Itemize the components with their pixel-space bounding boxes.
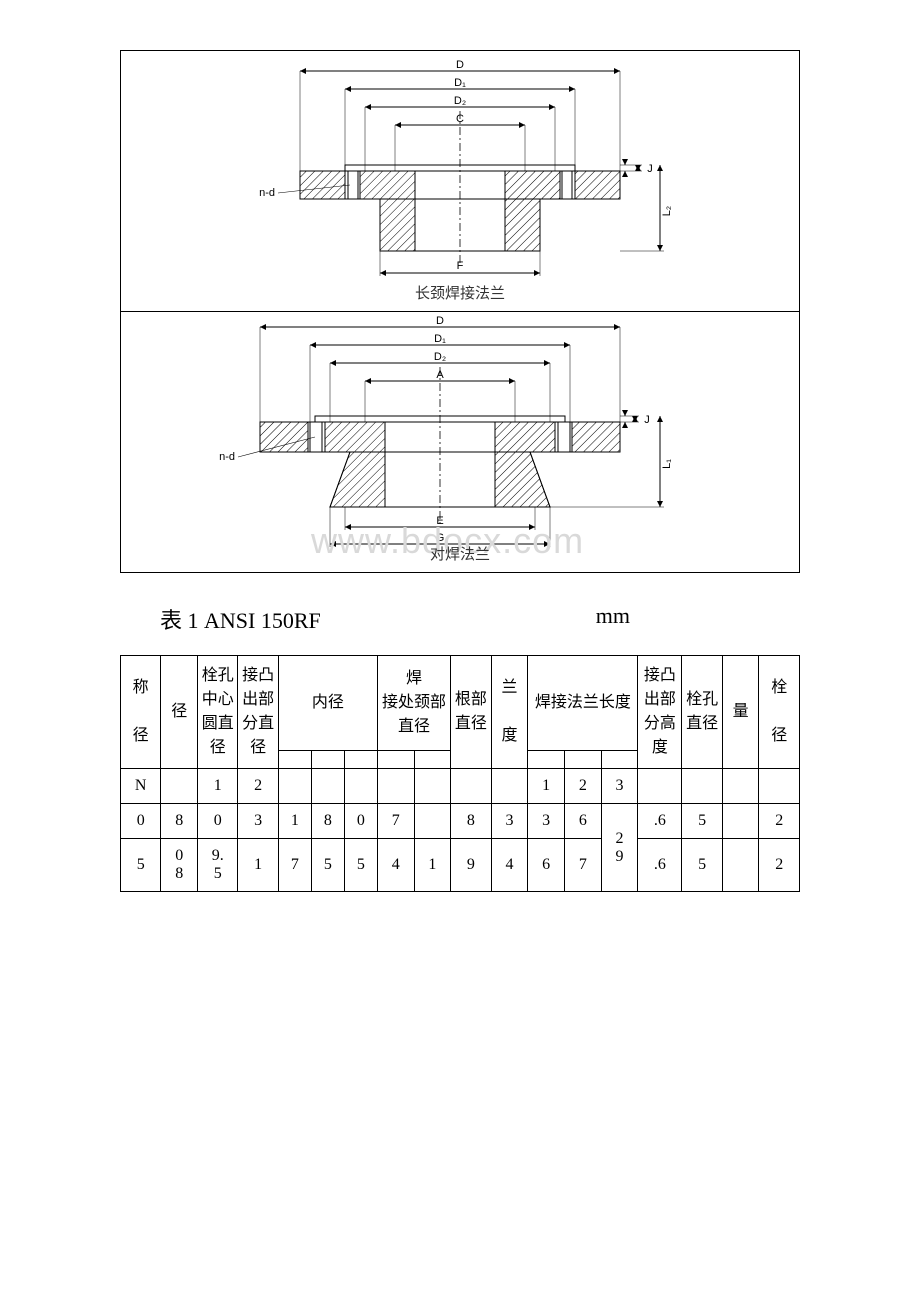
svg-text:D₁: D₁ [434,333,446,345]
svg-text:D: D [436,315,444,327]
table-header-row: 称 径 径 栓孔中心圆直径 接凸出部分直径 内径 焊 接处颈部直径 根部直径 兰… [121,656,800,751]
sub-weld-neck-1 [377,750,414,768]
svg-text:F: F [457,260,464,272]
svg-text:C: C [456,113,464,125]
table-title-left: 表 1 ANSI 150RF [160,603,321,635]
sub-inner-dia-3 [344,750,377,768]
col-inner-dia-group: 内径 [278,656,377,751]
long-neck-flange-svg: D D₁ D₂ C n-d [121,51,799,311]
svg-text:n-d: n-d [219,451,235,463]
col-nominal-dia: 称 径 [121,656,161,769]
svg-text:L₁: L₁ [661,459,673,469]
sub-inner-dia-2 [311,750,344,768]
svg-text:L₂: L₂ [661,206,673,216]
caption-top: 长颈焊接法兰 [121,282,799,303]
col-bolt-dia: 栓 径 [759,656,800,769]
sub-weld-neck-2 [414,750,451,768]
svg-text:A: A [436,369,444,381]
merged-cell-29: 2 9 [601,804,638,892]
sub-weld-len-2 [564,750,601,768]
svg-text:J: J [647,163,653,175]
sub-inner-dia-1 [278,750,311,768]
col-weld-neck-dia-group: 焊 接处颈部直径 [377,656,450,751]
col-bolt-circle-dia: 栓孔中心圆直径 [198,656,238,769]
svg-text:J: J [644,414,650,426]
table-row: 0 8 0 3 1 8 0 7 8 3 3 6 2 9 .6 5 2 [121,804,800,839]
sub-weld-len-3 [601,750,638,768]
col-flange-thickness: 兰 度 [491,656,528,769]
col-raised-height: 接凸出部分高度 [638,656,682,769]
caption-bottom: 对焊法兰 [121,543,799,564]
svg-text:D: D [456,59,464,71]
col-dia: 径 [161,656,198,769]
diagram-long-neck-weld-flange: D D₁ D₂ C n-d [121,51,799,312]
svg-text:D₂: D₂ [454,95,466,107]
diagram-container: D D₁ D₂ C n-d [120,50,800,573]
svg-text:D₁: D₁ [454,77,466,89]
col-root-dia: 根部直径 [451,656,491,769]
table-title-row: 表 1 ANSI 150RF mm [160,603,630,635]
table-subhead-letters: N 1 2 1 2 3 [121,769,800,804]
col-raised-face-dia: 接凸出部分直径 [238,656,278,769]
flange-dimension-table: 称 径 径 栓孔中心圆直径 接凸出部分直径 内径 焊 接处颈部直径 根部直径 兰… [120,655,800,892]
svg-text:D₂: D₂ [434,351,446,363]
col-qty: 量 [722,656,759,769]
col-bolt-hole-dia: 栓孔直径 [682,656,722,769]
diagram-butt-weld-flange: www.bdocx.com [121,312,799,572]
col-weld-length-group: 焊接法兰长度 [528,656,638,751]
sub-weld-len-1 [528,750,565,768]
table-row: 5 0 8 9. 5 1 7 5 5 4 1 9 4 6 7 .6 5 2 [121,839,800,892]
table-title-unit: mm [596,603,630,635]
table-body: N 1 2 1 2 3 0 8 0 3 1 8 0 7 [121,769,800,892]
svg-text:n-d: n-d [259,187,275,199]
